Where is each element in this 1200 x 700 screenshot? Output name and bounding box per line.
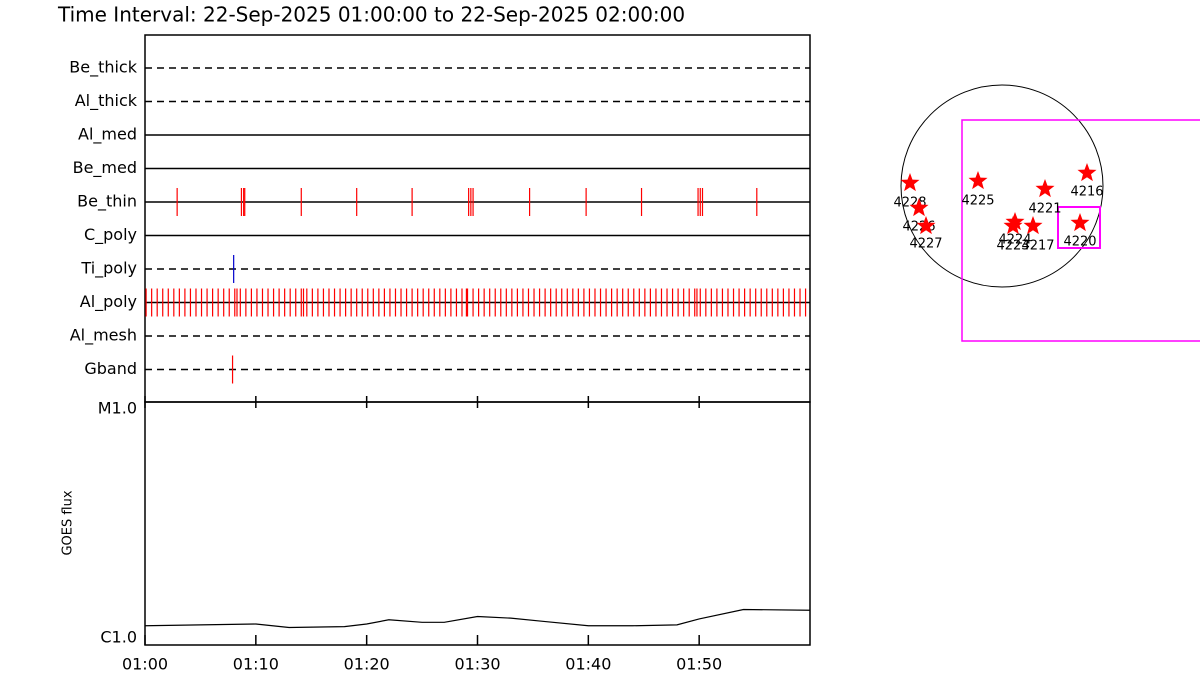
y-axis-label: GOES flux: [61, 490, 76, 555]
region-star: [900, 173, 920, 192]
fov-box: [961, 119, 1200, 342]
region-star: [1077, 163, 1097, 182]
fov-small: [1057, 206, 1101, 249]
region-star: [1070, 213, 1090, 232]
region-label: 4220: [1063, 235, 1096, 250]
y-tick-label: C1.0: [100, 628, 137, 647]
row-label: Ti_poly: [80, 259, 137, 279]
region-star: [1005, 212, 1025, 231]
region-label: 4217: [1021, 239, 1054, 254]
row-label: C_poly: [84, 225, 137, 245]
panel-frame: [144, 34, 811, 403]
region-label: 4227: [909, 237, 942, 252]
region-label: 4224: [998, 233, 1031, 248]
region-label: 4225: [961, 194, 994, 209]
region-label: 4223: [996, 239, 1029, 254]
region-star: [1035, 179, 1055, 198]
row-label: Gband: [84, 359, 137, 378]
row-label: Al_med: [78, 125, 137, 145]
chart-title: Time Interval: 22-Sep-2025 01:00:00 to 2…: [57, 3, 685, 27]
row-label: Be_thick: [69, 58, 137, 78]
row-label: Al_thick: [75, 91, 138, 111]
region-star: [1023, 216, 1043, 235]
region-star: [1003, 216, 1023, 235]
x-tick-label: 01:50: [676, 655, 722, 674]
region-star: [909, 198, 929, 217]
row-label: Be_thin: [77, 192, 137, 212]
region-star: [968, 171, 988, 190]
solar-disk: [900, 84, 1104, 288]
goes-curve: [144, 608, 811, 629]
y-tick-label: M1.0: [98, 399, 137, 418]
row-label: Al_poly: [80, 292, 137, 312]
x-tick-label: 01:30: [454, 655, 500, 674]
x-tick-label: 01:20: [344, 655, 390, 674]
x-tick-label: 01:40: [565, 655, 611, 674]
panel-frame: [144, 401, 811, 646]
row-label: Al_mesh: [70, 326, 137, 346]
region-label: 4221: [1028, 202, 1061, 217]
x-tick-label: 01:00: [122, 655, 168, 674]
region-star: [916, 216, 936, 235]
row-label: Be_med: [73, 158, 137, 178]
x-tick-label: 01:10: [233, 655, 279, 674]
region-label: 4216: [1070, 185, 1103, 200]
